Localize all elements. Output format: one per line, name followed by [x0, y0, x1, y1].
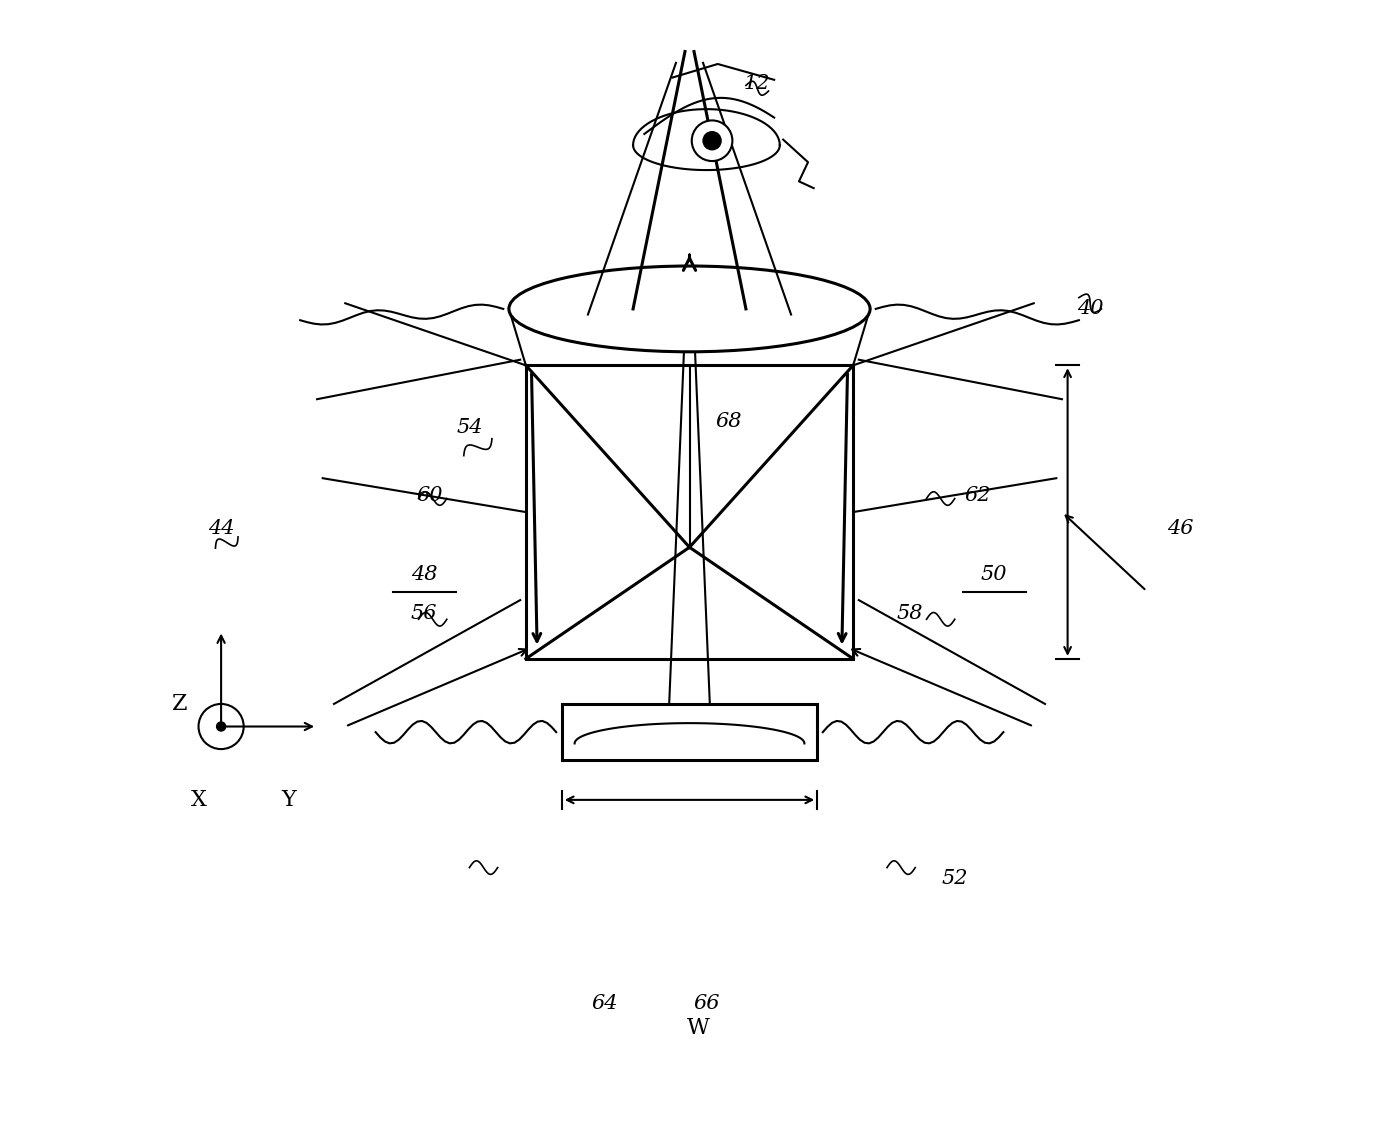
Text: 56: 56	[411, 604, 437, 623]
Text: 52: 52	[942, 870, 968, 888]
Text: X: X	[190, 789, 207, 811]
Bar	[561, 704, 818, 761]
Text: 54: 54	[456, 418, 483, 437]
Text: 66: 66	[694, 994, 720, 1013]
Text: 58: 58	[896, 604, 923, 623]
Bar	[525, 365, 854, 658]
Text: 50: 50	[980, 565, 1008, 583]
Text: Z: Z	[171, 692, 188, 715]
Text: 64: 64	[592, 994, 618, 1013]
Text: Y: Y	[281, 789, 296, 811]
Circle shape	[703, 132, 721, 150]
Text: 46: 46	[1167, 520, 1194, 539]
Text: 62: 62	[964, 485, 990, 505]
Text: 40: 40	[1077, 299, 1103, 318]
Text: 60: 60	[416, 485, 443, 505]
Ellipse shape	[509, 266, 870, 351]
Text: 44: 44	[208, 520, 234, 539]
Text: 68: 68	[716, 413, 742, 431]
Text: 48: 48	[411, 565, 437, 583]
Circle shape	[692, 121, 732, 161]
Circle shape	[217, 722, 226, 731]
Text: 12: 12	[743, 74, 771, 93]
Text: W: W	[687, 1016, 710, 1039]
